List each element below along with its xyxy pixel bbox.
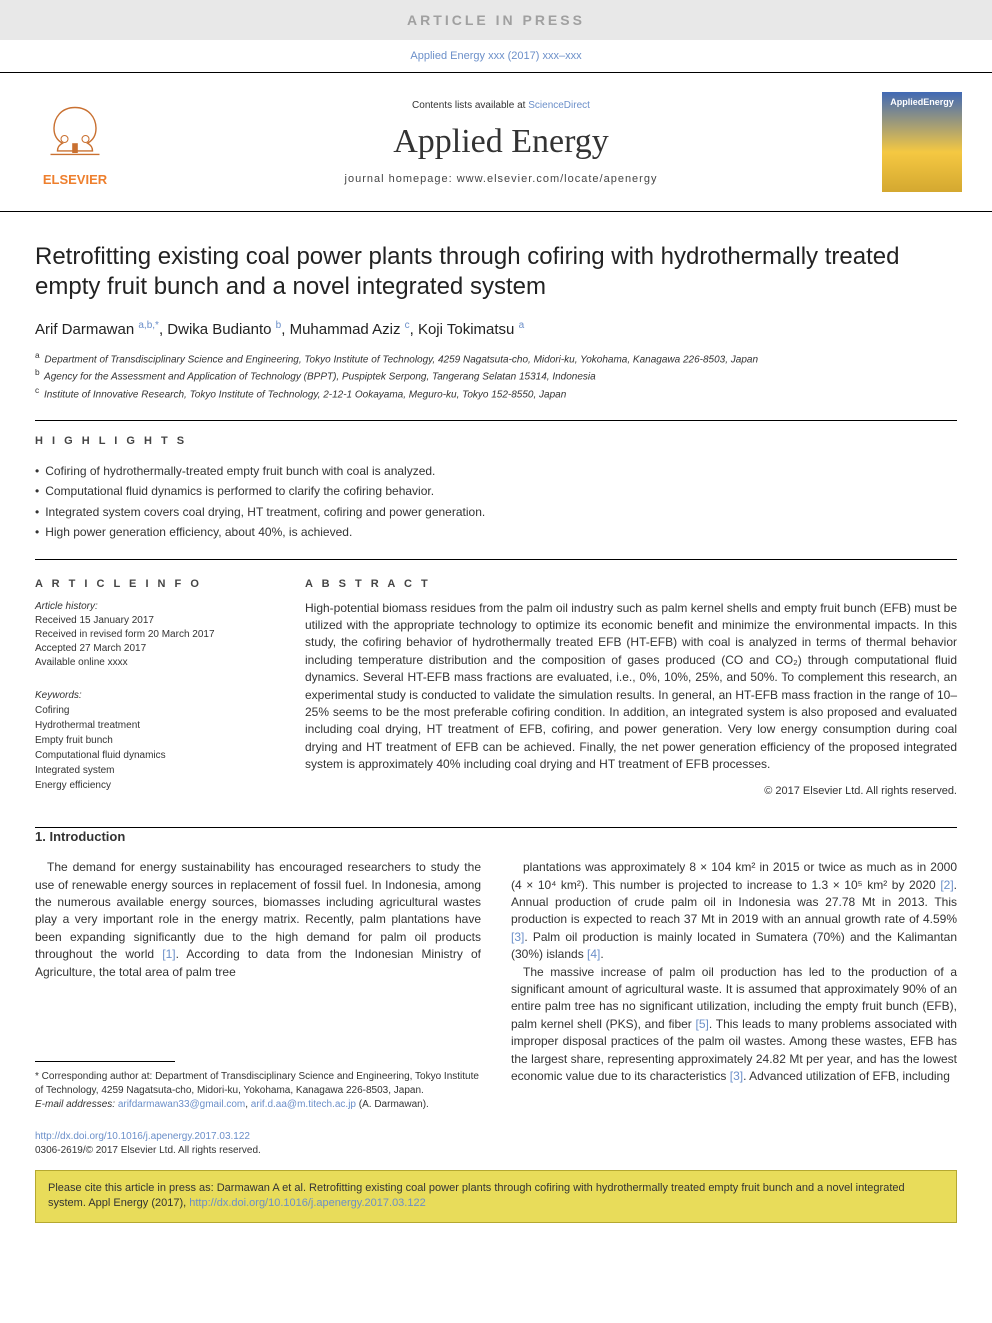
publisher-name: ELSEVIER [43,172,107,187]
email-link[interactable]: arif.d.aa@m.titech.ac.jp [251,1099,356,1110]
abstract-text: High-potential biomass residues from the… [305,600,957,774]
sciencedirect-link[interactable]: ScienceDirect [528,100,590,111]
author-list: Arif Darmawan a,b,*, Dwika Budianto b, M… [35,320,957,338]
keyword-item: Energy efficiency [35,778,265,793]
citation-doi-link[interactable]: http://dx.doi.org/10.1016/j.apenergy.201… [189,1197,425,1209]
keyword-item: Computational fluid dynamics [35,748,265,763]
citation-link[interactable]: [2] [940,878,953,892]
highlights-list: Cofiring of hydrothermally-treated empty… [35,461,957,543]
status-banner: ARTICLE IN PRESS [0,0,992,40]
highlight-item: Computational fluid dynamics is performe… [35,481,957,501]
intro-paragraph: The massive increase of palm oil product… [511,964,957,1086]
introduction-section: 1. Introduction The demand for energy su… [35,828,957,1112]
keywords-label: Keywords: [35,688,265,703]
doi-link[interactable]: http://dx.doi.org/10.1016/j.apenergy.201… [35,1131,250,1142]
keyword-item: Cofiring [35,703,265,718]
publisher-logo: ELSEVIER [30,97,120,187]
history-label: Article history: [35,600,265,614]
contents-label: Contents lists available at [412,100,525,111]
article-info-column: A R T I C L E I N F O Article history: R… [35,578,265,798]
keywords-block: Keywords: CofiringHydrothermal treatment… [35,688,265,793]
citation-banner: Please cite this article in press as: Da… [35,1170,957,1223]
highlights-heading: H I G H L I G H T S [35,435,957,447]
divider [35,420,957,421]
divider [35,559,957,560]
email-line: E-mail addresses: arifdarmawan33@gmail.c… [35,1098,481,1112]
affiliation-item: c Institute of Innovative Research, Toky… [35,385,957,402]
status-text: ARTICLE IN PRESS [407,12,585,28]
keywords-list: CofiringHydrothermal treatmentEmpty frui… [35,703,265,793]
article-info-heading: A R T I C L E I N F O [35,578,265,590]
affiliation-item: a Department of Transdisciplinary Scienc… [35,350,957,367]
intro-paragraph: plantations was approximately 8 × 104 km… [511,859,957,963]
journal-reference: Applied Energy xxx (2017) xxx–xxx [0,40,992,72]
highlight-item: Cofiring of hydrothermally-treated empty… [35,461,957,481]
email-label: E-mail addresses: [35,1099,115,1110]
citation-link[interactable]: [5] [696,1017,709,1031]
citation-link[interactable]: [1] [162,947,175,961]
email-link[interactable]: arifdarmawan33@gmail.com [118,1099,245,1110]
info-abstract-columns: A R T I C L E I N F O Article history: R… [35,578,957,798]
abstract-column: A B S T R A C T High-potential biomass r… [305,578,957,798]
contents-line: Contents lists available at ScienceDirec… [120,100,882,111]
keyword-item: Integrated system [35,763,265,778]
footnote-divider [35,1061,175,1062]
abstract-copyright: © 2017 Elsevier Ltd. All rights reserved… [305,785,957,797]
keyword-item: Hydrothermal treatment [35,718,265,733]
intro-paragraph: The demand for energy sustainability has… [35,859,481,981]
article-title: Retrofitting existing coal power plants … [35,242,957,302]
elsevier-tree-icon [40,97,110,167]
journal-cover-thumbnail: AppliedEnergy [882,92,962,192]
received-date: Received 15 January 2017 [35,614,265,628]
header-block: ELSEVIER Contents lists available at Sci… [0,72,992,212]
journal-homepage: journal homepage: www.elsevier.com/locat… [120,173,882,185]
introduction-heading: 1. Introduction [35,828,957,847]
affiliation-item: b Agency for the Assessment and Applicat… [35,367,957,384]
header-center: Contents lists available at ScienceDirec… [120,100,882,185]
accepted-date: Accepted 27 March 2017 [35,642,265,656]
article-history: Article history: Received 15 January 201… [35,600,265,670]
issn-copyright: 0306-2619/© 2017 Elsevier Ltd. All right… [35,1145,261,1156]
citation-link[interactable]: [3] [511,930,524,944]
doi-block: http://dx.doi.org/10.1016/j.apenergy.201… [35,1130,957,1158]
revised-date: Received in revised form 20 March 2017 [35,628,265,642]
online-date: Available online xxxx [35,656,265,670]
keyword-item: Empty fruit bunch [35,733,265,748]
abstract-heading: A B S T R A C T [305,578,957,590]
citation-link[interactable]: [4] [587,947,600,961]
highlight-item: Integrated system covers coal drying, HT… [35,502,957,522]
journal-title: Applied Energy [120,123,882,161]
cover-label: AppliedEnergy [890,97,954,107]
email-name: (A. Darmawan). [359,1099,429,1110]
citation-text: Please cite this article in press as: Da… [48,1182,905,1209]
corresponding-author-note: * Corresponding author at: Department of… [35,1070,481,1098]
citation-link[interactable]: [3] [730,1069,743,1083]
highlight-item: High power generation efficiency, about … [35,522,957,542]
footnotes: * Corresponding author at: Department of… [35,1061,481,1112]
affiliations: a Department of Transdisciplinary Scienc… [35,350,957,402]
